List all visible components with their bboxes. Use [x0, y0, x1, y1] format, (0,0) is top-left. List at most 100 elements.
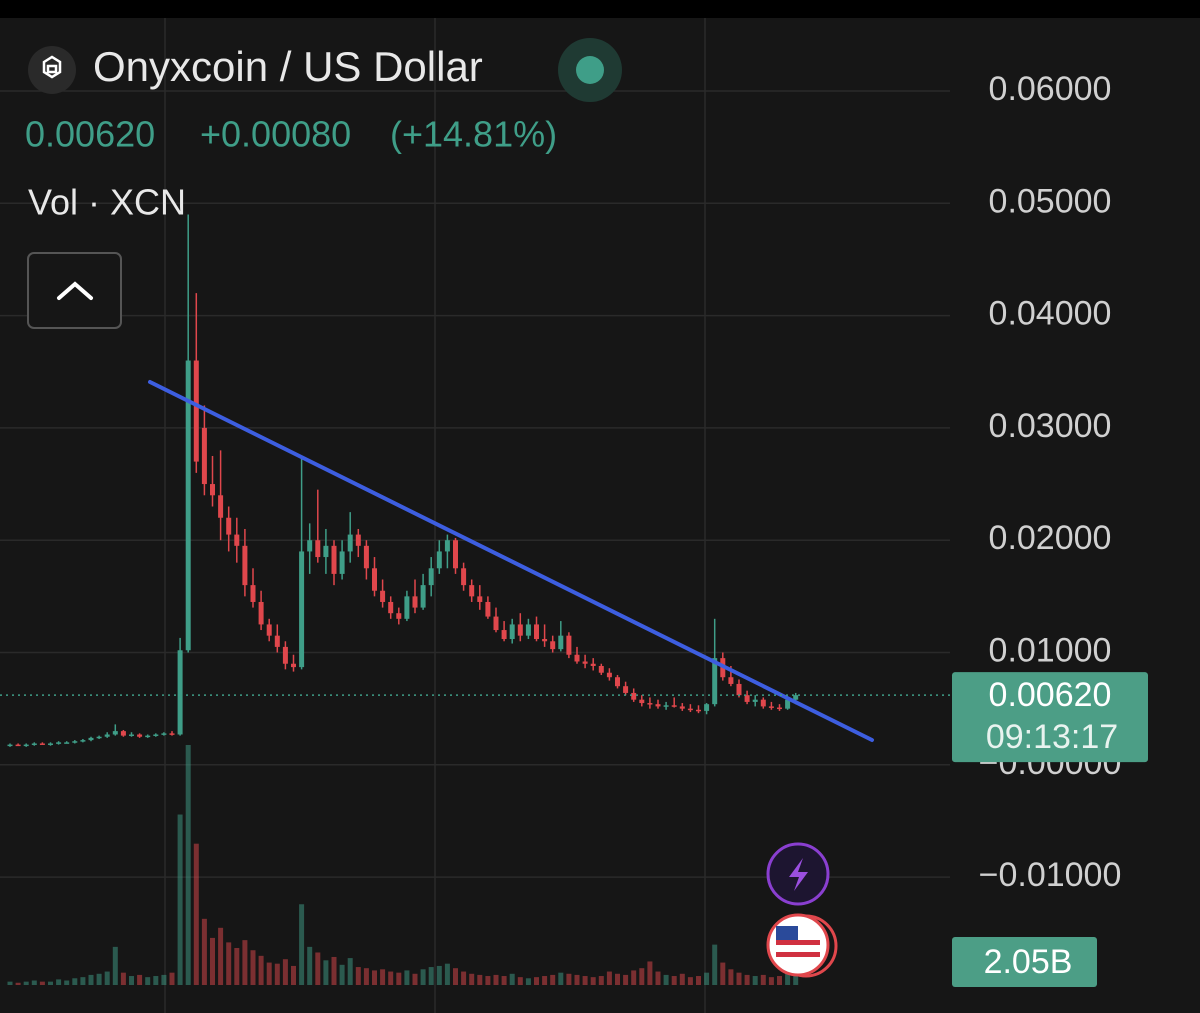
volume-bar: [250, 950, 256, 985]
candle-body: [363, 545, 369, 569]
candle-body: [509, 624, 515, 640]
flag-stripe[interactable]: [776, 952, 820, 957]
candle-body: [15, 744, 21, 747]
volume-bar: [104, 971, 110, 985]
volume-bar: [469, 973, 475, 985]
candle-body: [23, 744, 29, 747]
candle-body: [177, 650, 183, 735]
candle-body: [153, 734, 159, 736]
volume-bar: [88, 974, 94, 985]
volume-bar: [509, 973, 515, 985]
candle-body: [185, 360, 191, 651]
coin-logo: [28, 46, 76, 94]
candle-body: [56, 742, 62, 744]
volume-bar: [201, 918, 207, 985]
last-price: 0.00620: [25, 114, 155, 155]
volume-bar: [574, 974, 580, 985]
candle-body: [428, 568, 434, 586]
candle-body: [785, 699, 791, 709]
coin-logo-mark: [42, 55, 62, 79]
candle-body: [112, 731, 118, 735]
candle-body: [712, 658, 718, 705]
volume-bar: [145, 977, 151, 985]
volume-bar: [631, 970, 637, 985]
events-button[interactable]: [766, 913, 838, 978]
y-tick-label: 0.04000: [989, 295, 1112, 333]
volume-bar: [687, 977, 693, 985]
price-change-pct: (+14.81%): [390, 114, 557, 155]
volume-bar: [153, 976, 159, 985]
volume-bar: [242, 940, 248, 985]
volume-bar: [48, 981, 53, 985]
collapse-chevron[interactable]: [57, 281, 93, 300]
volume-bar: [363, 968, 369, 985]
volume-bar: [550, 974, 556, 985]
candle-body: [477, 596, 483, 602]
candle-body: [598, 665, 604, 673]
candle-body: [517, 624, 523, 636]
candle-body: [412, 596, 418, 608]
volume-bar: [477, 974, 483, 985]
lightning-glyph[interactable]: [789, 858, 808, 891]
volume-bar: [137, 974, 143, 985]
volume-pane-label: Vol · XCN: [28, 182, 186, 223]
volume-bar: [307, 946, 313, 985]
candle-body: [129, 734, 134, 736]
candle-body: [242, 545, 248, 586]
volume-bar: [412, 973, 418, 985]
candle-body: [218, 495, 224, 518]
price-tag-countdown: 09:13:17: [986, 718, 1118, 756]
candle-body: [315, 540, 321, 558]
candle-body: [744, 695, 750, 702]
market-status-dot: [576, 56, 604, 84]
candle-body: [623, 686, 629, 693]
volume-bar: [663, 974, 669, 985]
y-tick-label: 0.06000: [989, 70, 1112, 108]
candle-body: [574, 654, 580, 662]
volume-bar: [372, 970, 377, 985]
price-tag-label: 0.00620: [989, 676, 1112, 714]
candle-body: [250, 585, 256, 602]
volume-bar: [210, 937, 215, 985]
y-tick-label: 0.02000: [989, 519, 1112, 557]
volume-bar: [777, 976, 782, 985]
volume-bar: [696, 976, 701, 985]
alerts-button[interactable]: [766, 842, 830, 906]
candle-body: [339, 551, 345, 574]
candle-body: [48, 743, 53, 745]
candle-body: [291, 663, 296, 668]
candle-body: [307, 540, 313, 552]
collapse-button-frame[interactable]: [27, 252, 122, 329]
candle-body: [639, 699, 645, 704]
volume-bar: [15, 982, 21, 985]
volume-bar: [112, 946, 118, 985]
volume-bar: [258, 955, 264, 985]
volume-bar: [56, 979, 62, 985]
candle-body: [558, 635, 564, 650]
candle-body: [582, 661, 588, 664]
y-tick-label: 0.05000: [989, 182, 1112, 220]
volume-bar: [615, 973, 620, 985]
volume-bar: [169, 972, 175, 985]
volume-bar: [185, 745, 191, 985]
flag-stripe[interactable]: [776, 940, 820, 945]
candle-body: [671, 705, 677, 707]
volume-bar: [299, 904, 305, 985]
volume-bar: [444, 963, 450, 985]
volume-bar: [453, 968, 458, 985]
volume-bar: [315, 952, 321, 985]
collapse-button[interactable]: [27, 252, 122, 329]
candle-body: [161, 733, 167, 735]
volume-bar: [671, 976, 677, 985]
volume-bar: [388, 971, 394, 985]
volume-bar: [234, 947, 240, 985]
candle-body: [88, 737, 94, 741]
candle-body: [137, 734, 143, 737]
volume-bar: [785, 972, 791, 985]
candle-body: [396, 613, 402, 619]
candle-body: [7, 744, 13, 747]
candle-body: [461, 568, 467, 586]
candle-body: [728, 677, 734, 684]
flag-canton[interactable]: [776, 926, 798, 940]
candle-body: [736, 683, 742, 696]
